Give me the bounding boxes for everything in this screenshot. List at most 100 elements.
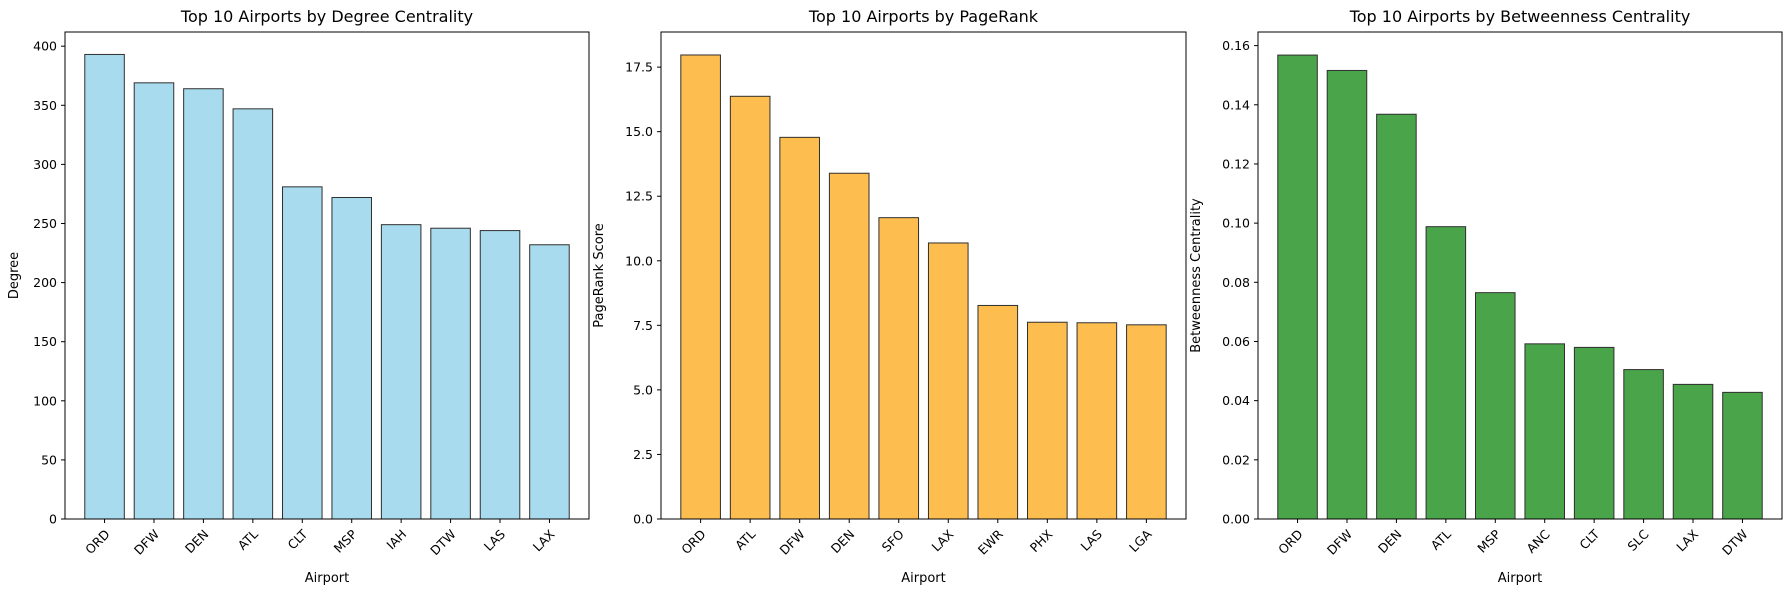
bar-den [828,172,870,520]
x-tick-label: LAX [929,526,957,554]
x-tick-label: MSP [331,526,361,556]
bar-clt [282,186,323,520]
bar-ord [680,54,721,520]
bar-dfw [779,136,820,520]
x-tick-label: DFW [777,527,808,558]
x-tick-label: DFW [131,527,162,558]
y-axis-label: Degree [7,252,22,299]
bar-phx [1027,321,1068,520]
y-tick-label: 0.16 [1222,38,1250,53]
x-tick-label: DEN [828,527,858,557]
chart-title: Top 10 Airports by Betweenness Centralit… [1349,7,1691,26]
y-tick-label: 150 [33,334,57,349]
bar-ewr [977,304,1019,520]
chart-panel-2: Top 10 Airports by PageRank ORD ATL DFW DEN S… [592,7,1187,586]
bar-lga [1126,324,1167,520]
x-axis-label: Airport [1498,571,1543,586]
y-tick-label: 0.02 [1222,452,1250,467]
bar-dtw [430,227,471,520]
chart-panel-3: Top 10 Airports by Betweenness Centralit… [1189,7,1783,586]
y-tick-label: 10.0 [625,253,653,268]
x-tick-label: DFW [1324,527,1355,558]
x-tick-label: ORD [678,527,709,558]
x-axis-label: Airport [305,571,350,586]
y-axis-label: Betweenness Centrality [1189,198,1204,353]
axes-frame [64,31,590,520]
bar-ord [84,53,125,520]
bar-den [183,88,224,520]
y-tick-label: 400 [33,39,57,54]
x-tick-label: LAX [1673,526,1701,554]
y-tick-label: 5.0 [633,382,653,397]
bar-msp [1475,292,1516,520]
bar-atl [1425,226,1467,520]
axes-frame [1257,31,1783,520]
y-tick-label: 0.06 [1222,334,1250,349]
x-tick-label: ATL [732,526,758,552]
bar-atl [232,108,274,520]
bar-lax [1672,383,1714,520]
y-tick-label: 250 [33,216,57,231]
axes-frame [660,31,1187,520]
x-axis-label: Airport [901,571,946,586]
x-tick-label: ORD [82,527,113,558]
y-tick-label: 2.5 [633,447,653,462]
bar-las [479,230,521,520]
bar-sfo [878,217,920,520]
y-tick-label: 350 [33,98,57,113]
x-tick-label: LAS [1078,526,1105,553]
y-tick-label: 0.08 [1222,275,1250,290]
bar-msp [331,196,372,520]
x-tick-label: PHX [1027,526,1056,555]
x-tick-label: SLC [1624,526,1652,554]
y-tick-label: 0.04 [1222,393,1250,408]
bar-ord [1277,54,1318,520]
y-tick-label: 17.5 [625,60,653,75]
bar-lax [927,242,969,520]
y-tick-label: 15.0 [625,124,653,139]
bar-las [1076,322,1118,520]
x-tick-label: ORD [1275,527,1306,558]
y-tick-label: 50 [41,452,57,467]
y-tick-label: 0 [49,512,57,527]
y-tick-label: 0.10 [1222,216,1250,231]
x-tick-label: LAS [481,526,508,553]
y-tick-label: 0.12 [1222,156,1250,171]
bar-slc [1623,369,1664,520]
x-tick-label: MSP [1474,526,1504,556]
x-tick-label: LAX [530,526,558,554]
x-tick-label: ATL [1428,526,1454,552]
x-tick-label: DTW [427,527,459,559]
x-tick-label: CLT [1576,526,1602,552]
x-tick-label: DEN [182,527,212,557]
x-tick-label: SFO [879,526,907,554]
bar-anc [1524,343,1565,520]
chart-title: Top 10 Airports by PageRank [808,7,1039,26]
y-axis-label: PageRank Score [592,223,607,328]
bar-clt [1573,346,1615,520]
bar-dtw [1722,391,1763,520]
chart-panel-1: Top 10 Airports by Degree Centrality ORD D… [7,7,590,586]
x-tick-label: EWR [975,526,1006,557]
x-tick-label: LGA [1126,526,1155,555]
bar-lax [529,244,570,520]
x-tick-label: IAH [383,527,409,553]
y-tick-label: 0.0 [633,512,653,527]
chart-title: Top 10 Airports by Degree Centrality [180,7,473,26]
bar-dfw [1326,69,1368,520]
x-tick-label: DEN [1375,527,1405,557]
bar-den [1376,113,1417,520]
y-tick-label: 7.5 [633,318,653,333]
bar-dfw [133,82,175,520]
bar-iah [380,224,422,520]
y-tick-label: 200 [33,275,57,290]
x-tick-label: DTW [1719,527,1751,559]
y-tick-label: 300 [33,157,57,172]
bar-atl [729,95,771,520]
x-tick-label: ATL [235,526,261,552]
y-tick-label: 100 [33,393,57,408]
y-tick-label: 0.14 [1222,97,1250,112]
x-tick-label: ANC [1523,526,1553,556]
y-tick-label: 0.00 [1222,512,1250,527]
